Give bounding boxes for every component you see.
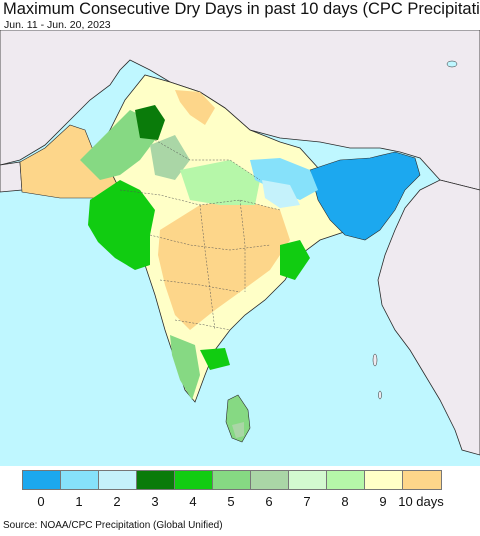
- legend-swatch-10: [403, 471, 441, 489]
- legend-swatch-7: [289, 471, 327, 489]
- legend-label-6: 6: [265, 494, 273, 509]
- tibet-lake: [446, 60, 458, 68]
- date-range: Jun. 11 - Jun. 20, 2023: [4, 19, 111, 31]
- legend-label-4: 4: [189, 494, 197, 509]
- region-bay-pale: [262, 180, 300, 208]
- legend-swatch-2: [99, 471, 137, 489]
- internal-borders: [119, 139, 281, 331]
- legend-swatch-8: [327, 471, 365, 489]
- legend-swatches: [22, 470, 442, 490]
- legend-swatch-6: [251, 471, 289, 489]
- region-north-dry: [175, 90, 215, 125]
- legend-label-5: 5: [227, 494, 235, 509]
- source-note: Source: NOAA/CPC Precipitation (Global U…: [3, 520, 223, 531]
- region-west-green: [88, 180, 155, 270]
- precipitation-map: [0, 30, 480, 466]
- legend: 0 1 2 3 4 5 6 7 8 9 10 days: [0, 466, 480, 516]
- map-title: Maximum Consecutive Dry Days in past 10 …: [3, 0, 480, 18]
- region-east-light-blue: [250, 158, 318, 200]
- region-south-green: [200, 348, 230, 370]
- legend-label-8: 8: [341, 494, 349, 509]
- legend-label-9: 9: [379, 494, 387, 509]
- region-northeast-wet: [309, 151, 421, 241]
- islands-andaman: [372, 353, 378, 367]
- legend-label-2: 2: [113, 494, 121, 509]
- islands-nicobar: [378, 390, 382, 400]
- legend-label-3: 3: [151, 494, 159, 509]
- legend-label-10: 10 days: [398, 494, 444, 509]
- legend-swatch-0: [23, 471, 61, 489]
- region-north-green: [80, 110, 155, 180]
- legend-label-0: 0: [37, 494, 45, 509]
- legend-swatch-3: [137, 471, 175, 489]
- region-south-tip: [170, 335, 200, 400]
- region-east-green: [280, 240, 310, 280]
- outside-land-west: [0, 161, 23, 193]
- legend-label-7: 7: [303, 494, 311, 509]
- sri-lanka-south: [232, 422, 244, 438]
- legend-swatch-5: [213, 471, 251, 489]
- region-punjab-light: [150, 135, 190, 180]
- region-central-light: [180, 160, 260, 205]
- legend-swatch-4: [175, 471, 213, 489]
- outside-land-east: [377, 179, 480, 456]
- region-kashmir-dark: [135, 105, 165, 140]
- region-central-dry: [158, 200, 290, 330]
- legend-swatch-1: [61, 471, 99, 489]
- legend-swatch-9: [365, 471, 403, 489]
- legend-label-1: 1: [75, 494, 83, 509]
